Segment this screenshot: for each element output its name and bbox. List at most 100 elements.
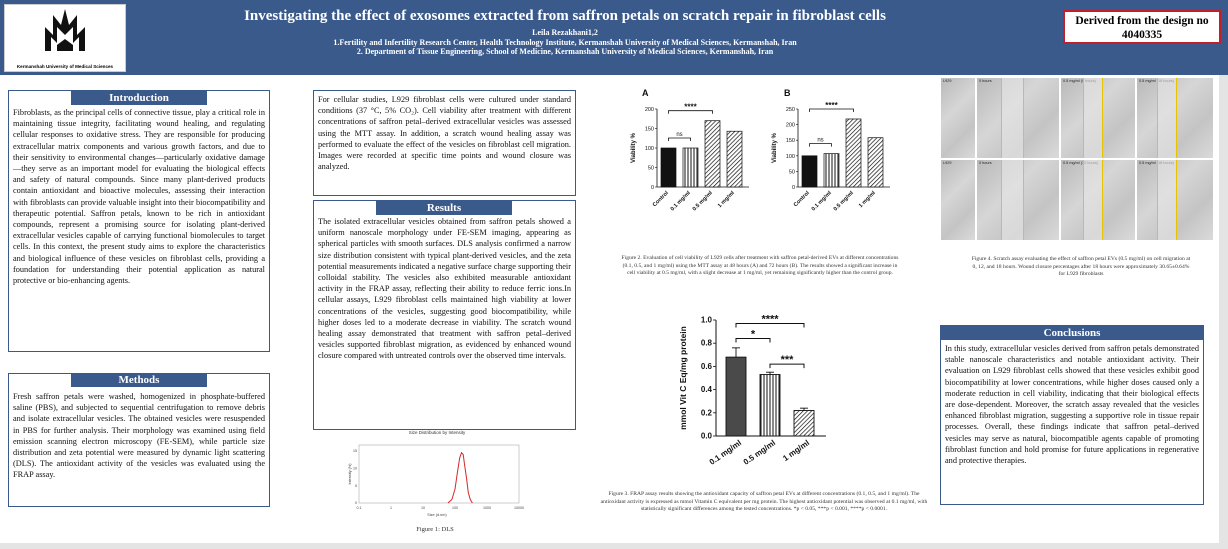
results-body: The isolated extracellular vesicles obta…	[318, 217, 571, 361]
y-tick-label: 0	[651, 185, 654, 191]
affiliation-1: 1.Fertility and Infertility Research Cen…	[333, 38, 797, 47]
introduction-panel	[8, 90, 270, 352]
micrograph-label: 0.5 mg/ml (12 hours)	[1063, 161, 1099, 165]
micrograph-label: 0.5 mg/ml (18 hours)	[1139, 79, 1174, 83]
scratch-gap	[1001, 160, 1023, 240]
sig-annotation: ****	[684, 103, 697, 112]
frap-bar-1	[759, 374, 781, 437]
frap-x-tick-label: 0.5 mg/ml	[742, 438, 777, 467]
wound-edge-line	[1001, 78, 1002, 158]
x-tick-label: 0.5 mg/ml	[833, 190, 856, 213]
wound-edge-line	[1083, 78, 1084, 158]
y-tick-label: 150	[786, 138, 795, 144]
dls-y-tick-label: 0	[355, 501, 357, 505]
dls-x-tick-label: 1	[390, 506, 392, 510]
wound-edge-line	[1102, 78, 1104, 158]
poster-title: Investigating the effect of exosomes ext…	[244, 8, 886, 24]
frap-y-tick-label: 0.4	[701, 385, 713, 394]
conclusions-panel	[940, 325, 1204, 505]
frap-y-tick-label: 0.6	[701, 362, 713, 371]
bar-A-0	[660, 147, 677, 188]
frap-sig-0-2-annotation: ****	[761, 313, 779, 325]
methods-body: Fresh saffron petals were washed, homoge…	[13, 392, 265, 480]
derived-from-label: Derived from the design no 4040335	[1063, 10, 1221, 44]
y-tick-label: 50	[789, 169, 795, 175]
results-heading: Results	[376, 201, 512, 215]
methods-heading: Methods	[71, 373, 207, 387]
dls-x-tick-label: 0.1	[357, 506, 362, 510]
x-tick-label: 1 mg/ml	[858, 190, 877, 209]
methods-cont-panel	[313, 90, 576, 196]
panel-label-A: A	[642, 88, 649, 98]
micrograph-tile: 0.5 mg/ml (18 hours)	[1137, 78, 1213, 158]
dls-x-label: Size (d.nm)	[427, 513, 447, 517]
y-tick-label: 50	[648, 166, 654, 172]
scratch-assay-image: L929 0 hours 0.5 mg/ml (0 hours) 0.5 mg/ml …	[941, 78, 1213, 253]
affiliation-2: 2. Department of Tissue Engineering, Sch…	[356, 47, 774, 56]
ns-annotation: ns	[676, 132, 682, 138]
dls-x-tick-label: 10	[421, 506, 425, 510]
wound-edge-line	[1083, 160, 1084, 240]
x-tick-label: 0.5 mg/ml	[692, 190, 715, 213]
micrograph-label: 0.5 mg/ml (0 hours)	[1063, 79, 1096, 83]
dls-y-tick-label: 15	[353, 449, 357, 453]
methods-panel	[8, 373, 270, 507]
micrograph-tile: 0.5 mg/ml (18 hours)	[1137, 160, 1213, 240]
wound-edge-line	[1176, 160, 1178, 240]
bar-A-2	[704, 120, 721, 188]
y-tick-label: 150	[645, 127, 654, 133]
frap-y-axis-label: mmol Vit C Eq/mg protein	[678, 326, 688, 430]
micrograph-tile: L929	[941, 160, 975, 240]
x-tick-label: Control	[652, 190, 670, 208]
y-tick-label: 100	[786, 154, 795, 160]
frap-y-tick-label: 0.8	[701, 339, 713, 348]
dls-x-tick-label: 1000	[483, 506, 491, 510]
dls-y-tick-label: 10	[353, 467, 357, 471]
dls-y-label: Intensity (%)	[348, 463, 352, 485]
right-margin-strip	[1219, 75, 1228, 549]
frap-y-tick-label: 0.0	[701, 432, 713, 441]
x-tick-label: Control	[793, 190, 811, 208]
bar-A-3	[726, 130, 743, 188]
x-tick-label: 0.1 mg/ml	[670, 190, 693, 213]
frap-x-tick-label: 1 mg/ml	[781, 438, 811, 463]
micrograph-tile: L929	[941, 78, 975, 158]
y-tick-label: 250	[786, 107, 795, 113]
wound-edge-line	[1157, 78, 1158, 158]
results-panel	[313, 200, 576, 430]
micrograph-tile: 0.5 mg/ml (12 hours)	[1061, 160, 1135, 240]
scratch-gap	[1083, 160, 1103, 240]
dls-y-tick-label: 5	[355, 484, 357, 488]
frap-bar-0	[725, 356, 747, 437]
poster-header	[0, 0, 1228, 75]
wound-edge-line	[1176, 78, 1178, 158]
micrograph-tile: 0.5 mg/ml (0 hours)	[1061, 78, 1135, 158]
micrograph-label: 0 hours	[979, 79, 992, 83]
ns-annotation: ns	[817, 138, 823, 144]
sig-bracket	[809, 108, 854, 112]
y-axis-label-A: Viability %	[631, 132, 637, 163]
panel-label-B: B	[784, 88, 791, 98]
frap-y-tick-label: 1.0	[701, 316, 713, 325]
y-tick-label: 0	[792, 185, 795, 191]
micrograph-label: L929	[943, 161, 952, 165]
micrograph-label: 0 hours	[979, 161, 992, 165]
conclusions-body: In this study, extracellular vesicles de…	[945, 344, 1199, 466]
conclusions-heading: Conclusions	[941, 326, 1203, 340]
x-tick-label: 1 mg/ml	[717, 190, 736, 209]
frap-sig-0-1-annotation: *	[751, 329, 756, 341]
ns-bracket	[809, 143, 832, 147]
micrograph-tile: 0 hours	[977, 78, 1059, 158]
bar-B-3	[867, 137, 884, 188]
frap-sig-0-1-bracket	[735, 338, 771, 343]
scratch-gap	[1083, 78, 1103, 158]
bar-B-0	[801, 155, 818, 188]
university-logo: Kermanshah University of Medical Science…	[4, 4, 126, 72]
x-tick-label: 0.1 mg/ml	[811, 190, 834, 213]
frap-sig-1-2-annotation: ***	[781, 354, 795, 366]
y-tick-label: 100	[645, 146, 654, 152]
wound-edge-line	[1022, 160, 1024, 240]
author: Leila Rezakhani1,2	[532, 28, 598, 37]
micrograph-label: L929	[943, 79, 952, 83]
